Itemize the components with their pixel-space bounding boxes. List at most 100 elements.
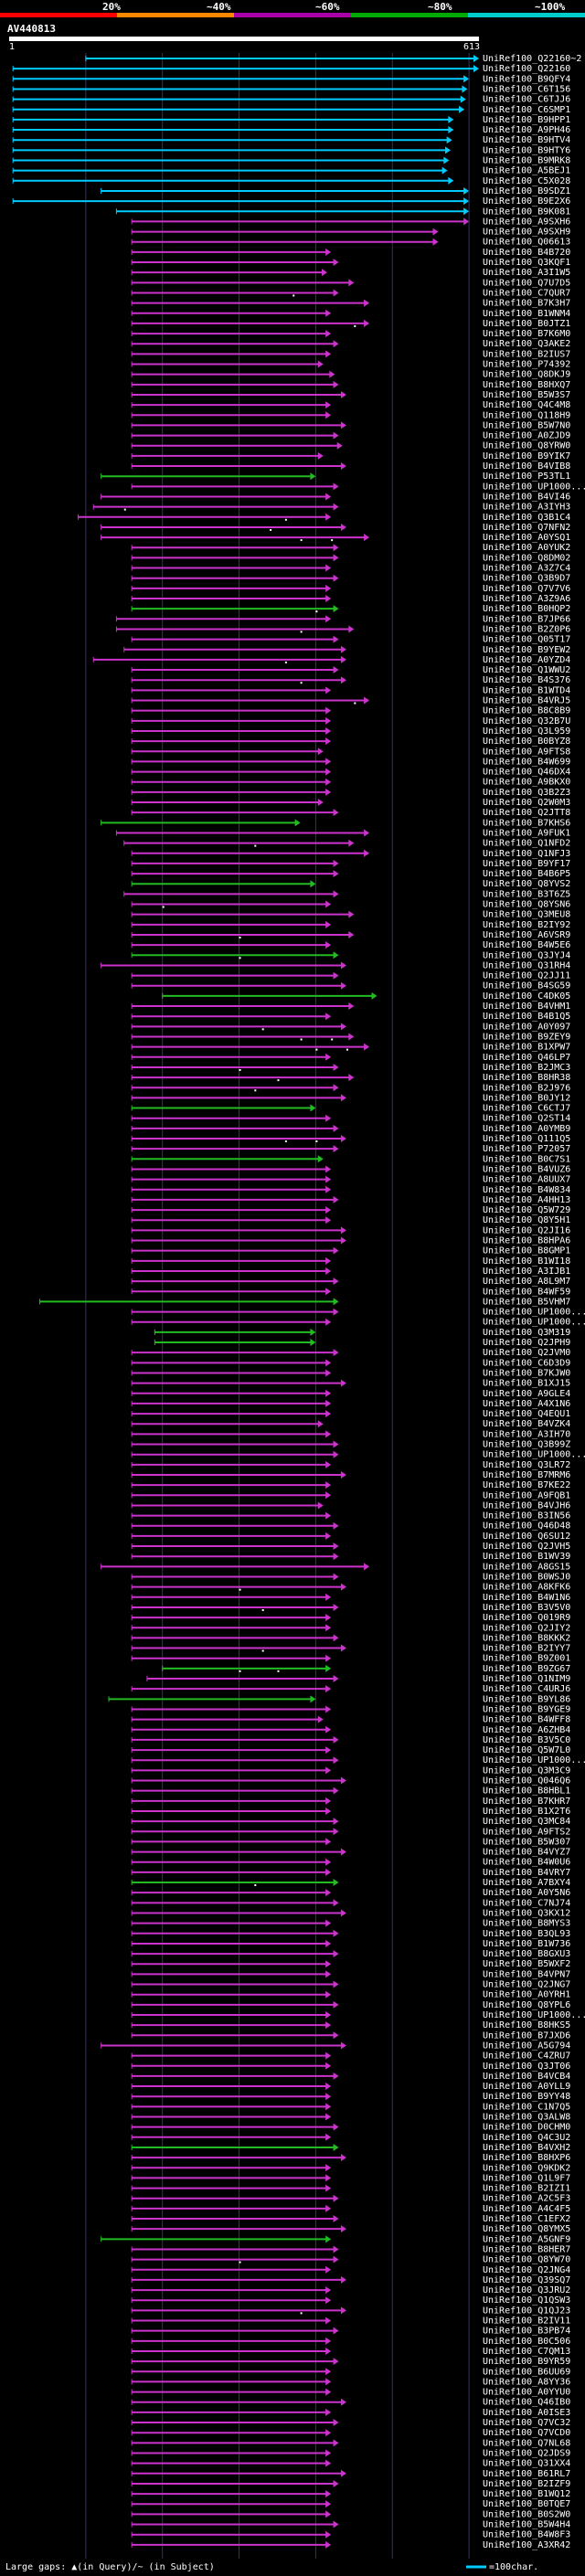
hit-label[interactable]: UniRef100_Q46DX4 <box>483 768 570 778</box>
hit-row[interactable]: UniRef100_B4W834 <box>131 1185 570 1195</box>
hit-label[interactable]: UniRef100_B8HPA6 <box>483 1236 570 1246</box>
hit-label[interactable]: UniRef100_Q2JTT8 <box>483 808 570 818</box>
hit-row[interactable]: UniRef100_B4S376 <box>131 675 570 685</box>
hit-row[interactable]: UniRef100_Q1L9F7 <box>131 2173 570 2183</box>
hit-label[interactable]: UniRef100_P53TL1 <box>483 472 570 482</box>
hit-row[interactable]: UniRef100_A8L9M7 <box>131 1277 570 1287</box>
hit-row[interactable]: UniRef100_Q1NIM9 <box>146 1674 570 1684</box>
hit-label[interactable]: UniRef100_Q118H9 <box>483 410 570 420</box>
hit-label[interactable]: UniRef100_B4W8F3 <box>483 2530 570 2540</box>
hit-row[interactable]: UniRef100_B1WQ12 <box>131 2489 570 2499</box>
hit-label[interactable]: UniRef100_A0Y5N6 <box>483 1888 570 1898</box>
hit-label[interactable]: UniRef100_B7KE22 <box>483 1480 570 1490</box>
hit-row[interactable]: UniRef100_Q8YRW0 <box>131 441 570 451</box>
hit-label[interactable]: UniRef100_Q8YRW0 <box>483 441 570 451</box>
hit-label[interactable]: UniRef100_B4W1N6 <box>483 1593 570 1603</box>
hit-row[interactable]: UniRef100_Q8YMX5 <box>131 2224 570 2234</box>
hit-label[interactable]: UniRef100_Q8YMX5 <box>483 2224 570 2234</box>
hit-row[interactable]: UniRef100_B9K081 <box>115 207 570 217</box>
hit-row[interactable]: UniRef100_A8GS15 <box>101 1562 571 1572</box>
hit-row[interactable]: UniRef100_A5GNF9 <box>101 2234 571 2244</box>
hit-row[interactable]: UniRef100_C7NJ74 <box>131 1898 570 1908</box>
hit-label[interactable]: UniRef100_B4W0U6 <box>483 1858 570 1868</box>
hit-label[interactable]: UniRef100_B9Z001 <box>483 1654 570 1664</box>
hit-label[interactable]: UniRef100_B2J976 <box>483 1083 570 1093</box>
hit-row[interactable]: UniRef100_A9FQB1 <box>131 1490 570 1500</box>
hit-label[interactable]: UniRef100_B2IUS7 <box>483 349 570 359</box>
hit-label[interactable]: UniRef100_P72057 <box>483 1144 570 1154</box>
hit-row[interactable]: UniRef100_B4W699 <box>131 757 570 767</box>
hit-row[interactable]: UniRef100_B1W736 <box>131 1939 570 1949</box>
hit-row[interactable]: UniRef100_UP1000... <box>131 2010 585 2020</box>
hit-label[interactable]: UniRef100_A3Z7C4 <box>483 564 570 574</box>
hit-label[interactable]: UniRef100_Q8DM02 <box>483 553 570 563</box>
hit-row[interactable]: UniRef100_B5W307 <box>131 1837 570 1847</box>
hit-label[interactable]: UniRef100_B4VZK4 <box>483 1419 570 1429</box>
hit-label[interactable]: UniRef100_Q3MEU8 <box>483 910 570 920</box>
hit-row[interactable]: UniRef100_B5VHM7 <box>39 1297 571 1307</box>
hit-label[interactable]: UniRef100_B8HR38 <box>483 1073 570 1083</box>
hit-label[interactable]: UniRef100_B7K6M0 <box>483 329 570 339</box>
hit-row[interactable]: UniRef100_Q2JTT8 <box>131 808 570 818</box>
hit-row[interactable]: UniRef100_P74392 <box>131 360 570 370</box>
hit-row[interactable]: UniRef100_B9HTV4 <box>12 135 570 145</box>
hit-row[interactable]: UniRef100_Q019R9 <box>131 1613 570 1623</box>
hit-label[interactable]: UniRef100_Q46IB0 <box>483 2398 570 2408</box>
hit-label[interactable]: UniRef100_B2IZF9 <box>483 2479 570 2489</box>
hit-label[interactable]: UniRef100_B9YEW2 <box>483 645 570 655</box>
hit-label[interactable]: UniRef100_Q5W729 <box>483 1205 570 1215</box>
hit-row[interactable]: UniRef100_B2IUS7 <box>131 349 570 359</box>
hit-label[interactable]: UniRef100_B6UU69 <box>483 2367 570 2377</box>
hit-row[interactable]: UniRef100_Q4C3U2 <box>131 2133 570 2143</box>
hit-label[interactable]: UniRef100_A3IJB1 <box>483 1267 570 1277</box>
hit-label[interactable]: UniRef100_Q4C4M8 <box>483 400 570 410</box>
hit-label[interactable]: UniRef100_A9FUK1 <box>483 828 570 838</box>
hit-label[interactable]: UniRef100_Q2JI16 <box>483 1225 570 1235</box>
hit-row[interactable]: UniRef100_B4VZK4 <box>131 1419 570 1429</box>
hit-row[interactable]: UniRef100_B4VYZ7 <box>131 1848 570 1858</box>
hit-row[interactable]: UniRef100_Q22160~2 <box>85 54 582 64</box>
hit-row[interactable]: UniRef100_Q3KQF1 <box>131 258 570 268</box>
hit-row[interactable]: UniRef100_B9YEW2 <box>123 645 571 655</box>
hit-label[interactable]: UniRef100_Q1NFJ3 <box>483 849 570 859</box>
hit-row[interactable]: UniRef100_B1X2T6 <box>131 1807 570 1817</box>
hit-label[interactable]: UniRef100_B7JXD6 <box>483 2030 570 2041</box>
hit-row[interactable]: UniRef100_B2IYY7 <box>131 1644 570 1654</box>
hit-row[interactable]: UniRef100_A0YSQ1 <box>101 533 571 543</box>
hit-label[interactable]: UniRef100_B4B1Q5 <box>483 1012 570 1022</box>
hit-label[interactable]: UniRef100_A3Z9A6 <box>483 594 570 604</box>
hit-label[interactable]: UniRef100_B4W834 <box>483 1185 570 1195</box>
hit-row[interactable]: UniRef100_B4VXH2 <box>131 2143 570 2153</box>
hit-row[interactable]: UniRef100_Q8YVS2 <box>131 879 570 889</box>
hit-row[interactable]: UniRef100_Q3B2Z3 <box>131 788 570 798</box>
hit-row[interactable]: UniRef100_C4URJ6 <box>131 1684 570 1694</box>
hit-label[interactable]: UniRef100_Q3KX12 <box>483 1908 570 1918</box>
hit-row[interactable]: UniRef100_B4VHM1 <box>131 1002 570 1012</box>
hit-row[interactable]: UniRef100_B0S2W0 <box>131 2509 570 2519</box>
hit-label[interactable]: UniRef100_B0C7S1 <box>483 1154 570 1164</box>
hit-row[interactable]: UniRef100_B0JTZ1 <box>131 319 570 329</box>
hit-row[interactable]: UniRef100_C4ZRU7 <box>131 2051 570 2062</box>
hit-label[interactable]: UniRef100_B4VRY7 <box>483 1868 570 1878</box>
hit-row[interactable]: UniRef100_B9MRK8 <box>12 156 570 166</box>
hit-label[interactable]: UniRef100_Q4C3U2 <box>483 2133 570 2143</box>
hit-label[interactable]: UniRef100_B0TQE7 <box>483 2499 570 2509</box>
hit-label[interactable]: UniRef100_Q06613 <box>483 238 570 248</box>
hit-row[interactable]: UniRef100_C7QM13 <box>131 2347 570 2357</box>
hit-label[interactable]: UniRef100_A8KFK6 <box>483 1583 570 1593</box>
hit-label[interactable]: UniRef100_Q32B7U <box>483 716 570 726</box>
hit-label[interactable]: UniRef100_B8C8B9 <box>483 706 570 716</box>
hit-row[interactable]: UniRef100_B4W1N6 <box>131 1593 570 1603</box>
hit-row[interactable]: UniRef100_Q31RH4 <box>101 960 571 970</box>
hit-label[interactable]: UniRef100_B9MRK8 <box>483 156 570 166</box>
hit-label[interactable]: UniRef100_B9HPP1 <box>483 115 570 125</box>
hit-row[interactable]: UniRef100_B8MYS3 <box>131 1919 570 1929</box>
hit-row[interactable]: UniRef100_Q2ST14 <box>131 1114 570 1124</box>
hit-label[interactable]: UniRef100_Q2JNG7 <box>483 1980 570 1990</box>
hit-row[interactable]: UniRef100_UP1000... <box>131 1318 585 1328</box>
hit-row[interactable]: UniRef100_B1WTD4 <box>131 685 570 695</box>
hit-row[interactable]: UniRef100_B8HBL1 <box>131 1786 570 1797</box>
hit-label[interactable]: UniRef100_A0YLL9 <box>483 2082 570 2092</box>
hit-row[interactable]: UniRef100_C7QUR7 <box>131 288 570 298</box>
hit-row[interactable]: UniRef100_B8GXU3 <box>131 1949 570 1959</box>
